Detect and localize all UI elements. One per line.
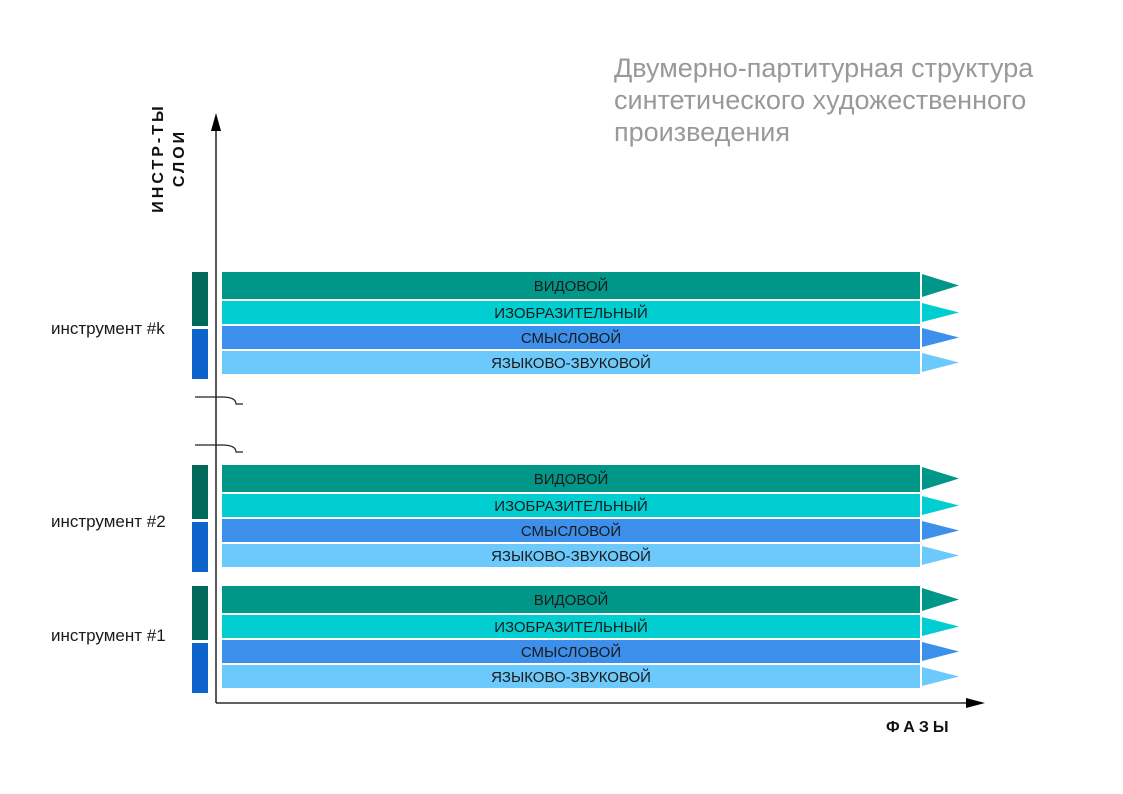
layer-label-k-1: ИЗОБРАЗИТЕЛЬНЫЙ bbox=[494, 304, 648, 322]
layer-bar-1-2 bbox=[222, 640, 920, 663]
layer-bar-2-2 bbox=[222, 519, 920, 542]
instrument-label-1: инструмент #1 bbox=[51, 626, 166, 645]
layer-label-k-2: СМЫСЛОВОЙ bbox=[521, 329, 621, 347]
instrument-label-2: инструмент #2 bbox=[51, 512, 166, 531]
layer-arrow-k-1 bbox=[922, 303, 959, 322]
layer-arrow-2-1 bbox=[922, 496, 959, 515]
layer-label-k-3: ЯЗЫКОВО-ЗВУКОВОЙ bbox=[491, 354, 651, 372]
instrument-bracket-upper-1 bbox=[192, 586, 208, 640]
diagram-title-line-2: синтетического художественного bbox=[614, 85, 1027, 115]
layer-label-2-1: ИЗОБРАЗИТЕЛЬНЫЙ bbox=[494, 497, 648, 515]
layer-label-2-0: ВИДОВОЙ bbox=[534, 470, 609, 488]
layer-bar-2-1 bbox=[222, 494, 920, 517]
y-axis-label: ИНСТР-ТЫ СЛОИ bbox=[148, 93, 192, 223]
axes bbox=[195, 113, 985, 708]
instrument-bracket-lower-k bbox=[192, 329, 208, 379]
layer-arrow-2-3 bbox=[922, 546, 959, 565]
layer-label-1-1: ИЗОБРАЗИТЕЛЬНЫЙ bbox=[494, 618, 648, 636]
instrument-bracket-lower-1 bbox=[192, 643, 208, 693]
instrument-label-k: инструмент #k bbox=[51, 319, 165, 338]
layer-arrow-k-3 bbox=[922, 353, 959, 372]
layer-label-2-3: ЯЗЫКОВО-ЗВУКОВОЙ bbox=[491, 547, 651, 565]
layer-label-k-0: ВИДОВОЙ bbox=[534, 277, 609, 295]
layer-arrow-2-0 bbox=[922, 467, 959, 490]
instrument-bracket-upper-2 bbox=[192, 465, 208, 519]
x-axis-label: ФАЗЫ bbox=[886, 719, 953, 736]
y-axis-label-line-2: СЛОИ bbox=[171, 128, 188, 188]
layer-bar-k-2 bbox=[222, 326, 920, 349]
layer-arrow-1-3 bbox=[922, 667, 959, 686]
layer-arrow-1-0 bbox=[922, 588, 959, 611]
layer-arrow-1-2 bbox=[922, 642, 959, 661]
layer-label-1-3: ЯЗЫКОВО-ЗВУКОВОЙ bbox=[491, 668, 651, 686]
layer-bar-1-3 bbox=[222, 665, 920, 688]
axis-break-upper bbox=[195, 396, 243, 405]
layer-arrow-k-0 bbox=[922, 274, 959, 297]
y-axis-arrow-icon bbox=[211, 113, 221, 131]
layer-label-2-2: СМЫСЛОВОЙ bbox=[521, 522, 621, 540]
layer-arrow-2-2 bbox=[922, 521, 959, 540]
layer-bar-2-3 bbox=[222, 544, 920, 567]
y-axis-label-line-1: ИНСТР-ТЫ bbox=[150, 103, 167, 213]
instrument-bracket-upper-k bbox=[192, 272, 208, 326]
diagram-title-line-3: произведения bbox=[614, 117, 790, 147]
instrument-bands: ВИДОВОЙ ИЗОБРАЗИТЕЛЬНЫЙ СМЫСЛОВОЙ ЯЗЫКОВО-З… bbox=[192, 272, 959, 693]
diagram-title-line-1: Двумерно-партитурная структура bbox=[614, 53, 1034, 83]
instrument-bracket-lower-2 bbox=[192, 522, 208, 572]
x-axis-arrow-icon bbox=[966, 698, 985, 708]
layer-bar-2-0 bbox=[222, 465, 920, 492]
layer-bar-k-1 bbox=[222, 301, 920, 324]
layer-label-1-2: СМЫСЛОВОЙ bbox=[521, 643, 621, 661]
layer-arrow-1-1 bbox=[922, 617, 959, 636]
layer-bar-k-0 bbox=[222, 272, 920, 299]
layer-bar-k-3 bbox=[222, 351, 920, 374]
layer-bar-1-1 bbox=[222, 615, 920, 638]
layer-arrow-k-2 bbox=[922, 328, 959, 347]
layer-bar-1-0 bbox=[222, 586, 920, 613]
axis-break-lower bbox=[195, 444, 243, 453]
layer-label-1-0: ВИДОВОЙ bbox=[534, 591, 609, 609]
